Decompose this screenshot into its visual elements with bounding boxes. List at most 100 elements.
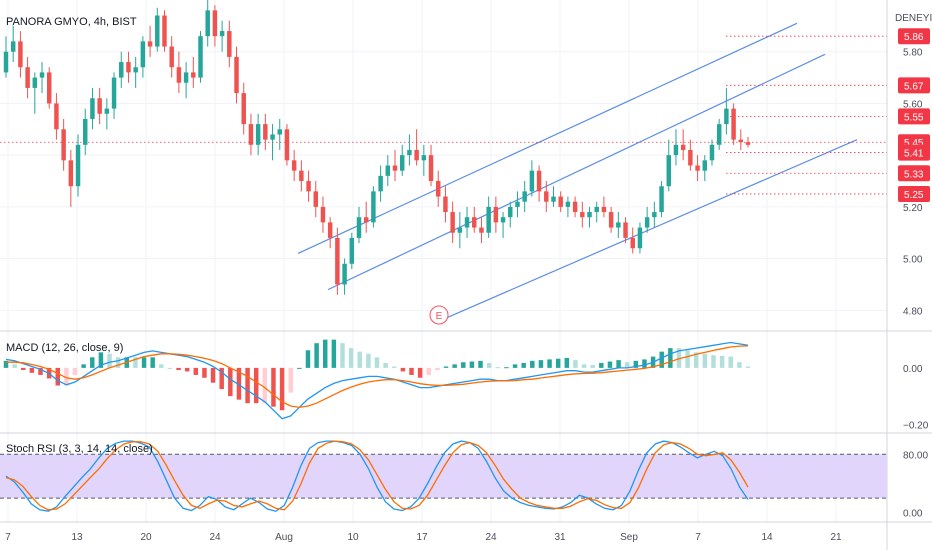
candle-body-28 [205, 10, 210, 37]
price-tag-1: 5.67 [904, 81, 924, 92]
candle-body-41 [299, 170, 304, 182]
macd-hist-bar-12 [107, 353, 112, 368]
candle-body-62 [450, 212, 455, 233]
macd-hist-bar-7 [64, 367, 69, 386]
macd-hist-bar-1 [12, 364, 17, 368]
candle-body-92 [666, 155, 671, 187]
candle-body-63 [457, 227, 463, 233]
macd-label[interactable]: MACD (12, 26, close, 9) [6, 342, 123, 354]
stoch-rsi-label[interactable]: Stoch RSI (3, 3, 14, 14, close) [6, 443, 153, 455]
candle-body-37 [270, 134, 275, 140]
candle-body-22 [162, 15, 167, 47]
candle-body-44 [320, 206, 326, 223]
candle-body-85 [616, 222, 621, 228]
candle-body-98 [709, 144, 715, 161]
candle-body-51 [371, 191, 376, 223]
macd-hist-bar-67 [581, 364, 587, 368]
macd-hist-bar-30 [262, 367, 268, 404]
candle-body-60 [435, 181, 441, 197]
candle-body-67 [486, 206, 491, 233]
macd-hist-bar-23 [202, 367, 207, 378]
candle-body-38 [277, 129, 282, 135]
macd-panel [3, 339, 751, 420]
candle-body-93 [673, 144, 679, 156]
macd-hist-bar-15 [133, 357, 138, 368]
candle-body-91 [659, 186, 664, 213]
macd-hist-bar-33 [288, 367, 293, 393]
candle-body-61 [443, 196, 448, 213]
candle-body-78 [565, 201, 571, 207]
candle-body-23 [169, 46, 174, 68]
macd-hist-bar-34 [297, 367, 302, 369]
candle-body-34 [248, 124, 254, 145]
event-marker-icon[interactable] [429, 305, 449, 325]
macd-hist-bar-54 [469, 361, 475, 368]
macd-hist-bar-38 [331, 339, 337, 368]
candle-body-65 [472, 217, 477, 228]
candle-body-48 [349, 237, 355, 264]
candle-body-6 [46, 72, 52, 104]
price-tag-5: 5.33 [904, 169, 924, 180]
candle-body-0 [3, 51, 9, 73]
macd-hist-bar-6 [55, 367, 61, 386]
macd-hist-bar-8 [72, 367, 78, 375]
account-label[interactable]: DENEYIN [895, 13, 932, 24]
candle-body-26 [191, 72, 196, 78]
price-tag-bg-2 [898, 108, 930, 125]
regression-channel[interactable] [297, 22, 858, 322]
candle-body-18 [133, 67, 138, 73]
macd-hist-bar-27 [236, 367, 242, 400]
time-tick-1: 13 [71, 532, 83, 543]
channel-lower-line [439, 139, 858, 322]
macd-hist-bar-69 [599, 362, 604, 368]
stoch-k-line [5, 440, 749, 512]
macd-hist-bar-52 [452, 364, 457, 368]
candle-body-14 [104, 108, 110, 114]
macd-hist-bar-47 [409, 367, 414, 375]
macd-hist-bar-74 [642, 359, 647, 368]
price-tag-2: 5.55 [904, 112, 924, 123]
macd-hist-bar-2 [21, 367, 26, 370]
candle-body-54 [392, 165, 398, 171]
candle-body-70 [508, 206, 513, 218]
candle-body-71 [515, 201, 520, 207]
price-tags: 5.86 5.67 5.55 5.455.41 5.33 5.25 [898, 28, 930, 202]
macd-hist-bar-45 [392, 366, 397, 368]
macd-hist-bar-31 [271, 367, 276, 407]
stoch-tick-0: 80.00 [903, 450, 928, 461]
candle-body-19 [140, 41, 146, 68]
macd-hist-bar-82 [711, 355, 716, 368]
macd-hist-bar-72 [624, 362, 630, 368]
price-tick-0: 5.80 [903, 48, 923, 59]
macd-axis[interactable]: 0.00 −0.20 [903, 364, 929, 431]
event-marker[interactable]: E [429, 305, 449, 325]
time-axis[interactable]: 7 13 20 24 Aug 10 17 24 31 Sep 7 14 21 [5, 532, 842, 543]
macd-hist-bar-16 [141, 357, 147, 368]
candle-body-20 [147, 41, 153, 47]
macd-hist-bar-20 [176, 367, 181, 370]
stoch-axis[interactable]: 80.00 0.00 [903, 450, 928, 519]
candle-body-39 [284, 129, 290, 161]
macd-hist-bar-56 [486, 362, 492, 368]
candle-body-16 [119, 62, 124, 78]
candle-body-10 [75, 144, 81, 187]
candle-body-66 [479, 227, 484, 233]
candle-body-73 [529, 170, 535, 192]
macd-hist-bar-66 [573, 360, 578, 368]
candle-body-58 [421, 155, 427, 161]
macd-hist-bar-71 [616, 360, 621, 368]
candle-body-35 [255, 124, 261, 145]
macd-hist-bar-50 [435, 367, 440, 370]
macd-tick-0: 0.00 [903, 364, 923, 375]
candle-body-80 [580, 212, 585, 218]
macd-signal-line [6, 345, 749, 409]
price-tag-0: 5.86 [904, 32, 924, 43]
candle-body-59 [428, 155, 434, 182]
candle-body-68 [493, 206, 499, 223]
stoch-band-fill [0, 454, 887, 499]
candle-body-31 [227, 31, 232, 57]
macd-hist-bar-46 [400, 367, 406, 372]
time-tick-7: 24 [485, 532, 497, 543]
time-tick-11: 14 [761, 532, 773, 543]
